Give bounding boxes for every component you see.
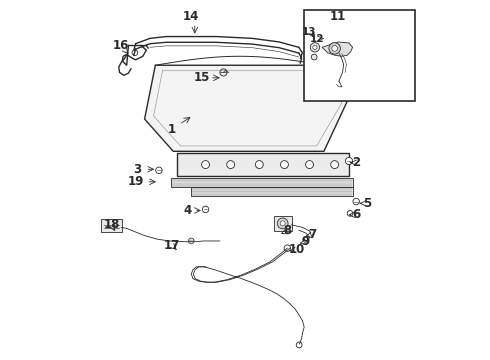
Text: 5: 5: [363, 197, 371, 210]
Text: 17: 17: [163, 239, 180, 252]
Text: 7: 7: [308, 228, 317, 241]
Circle shape: [202, 206, 209, 213]
Circle shape: [329, 42, 341, 54]
Circle shape: [132, 50, 138, 55]
Text: 13: 13: [302, 27, 317, 37]
Text: 14: 14: [183, 10, 199, 23]
Text: 19: 19: [127, 175, 144, 188]
Text: 15: 15: [194, 71, 210, 84]
Circle shape: [280, 221, 285, 226]
Text: 16: 16: [113, 39, 129, 52]
Circle shape: [280, 161, 289, 168]
Circle shape: [156, 167, 162, 174]
Circle shape: [332, 45, 338, 51]
Text: 12: 12: [310, 34, 324, 44]
Circle shape: [353, 198, 359, 205]
Polygon shape: [191, 187, 353, 196]
Circle shape: [188, 238, 194, 244]
Circle shape: [345, 157, 353, 165]
Polygon shape: [177, 153, 349, 176]
Polygon shape: [145, 65, 349, 151]
Text: 10: 10: [289, 243, 305, 256]
Polygon shape: [322, 42, 353, 56]
Circle shape: [303, 237, 308, 242]
Circle shape: [277, 218, 288, 229]
Text: 18: 18: [103, 218, 120, 231]
Circle shape: [310, 42, 319, 52]
Circle shape: [201, 161, 210, 168]
Circle shape: [296, 342, 302, 348]
Circle shape: [284, 245, 291, 251]
Bar: [304, 10, 416, 101]
FancyBboxPatch shape: [101, 219, 122, 231]
Polygon shape: [172, 178, 353, 187]
Circle shape: [255, 161, 263, 168]
Text: 6: 6: [352, 208, 360, 221]
Polygon shape: [274, 216, 292, 231]
Text: 3: 3: [133, 163, 142, 176]
Text: 1: 1: [168, 123, 175, 136]
Circle shape: [311, 54, 317, 60]
Text: 11: 11: [330, 10, 346, 23]
Text: 2: 2: [352, 156, 360, 169]
Circle shape: [220, 69, 227, 76]
Circle shape: [306, 161, 314, 168]
Circle shape: [331, 161, 339, 168]
Text: 9: 9: [302, 235, 310, 248]
Text: 4: 4: [183, 204, 192, 217]
Circle shape: [313, 45, 317, 49]
Text: 8: 8: [283, 224, 292, 238]
Circle shape: [227, 161, 235, 168]
Circle shape: [347, 211, 353, 216]
